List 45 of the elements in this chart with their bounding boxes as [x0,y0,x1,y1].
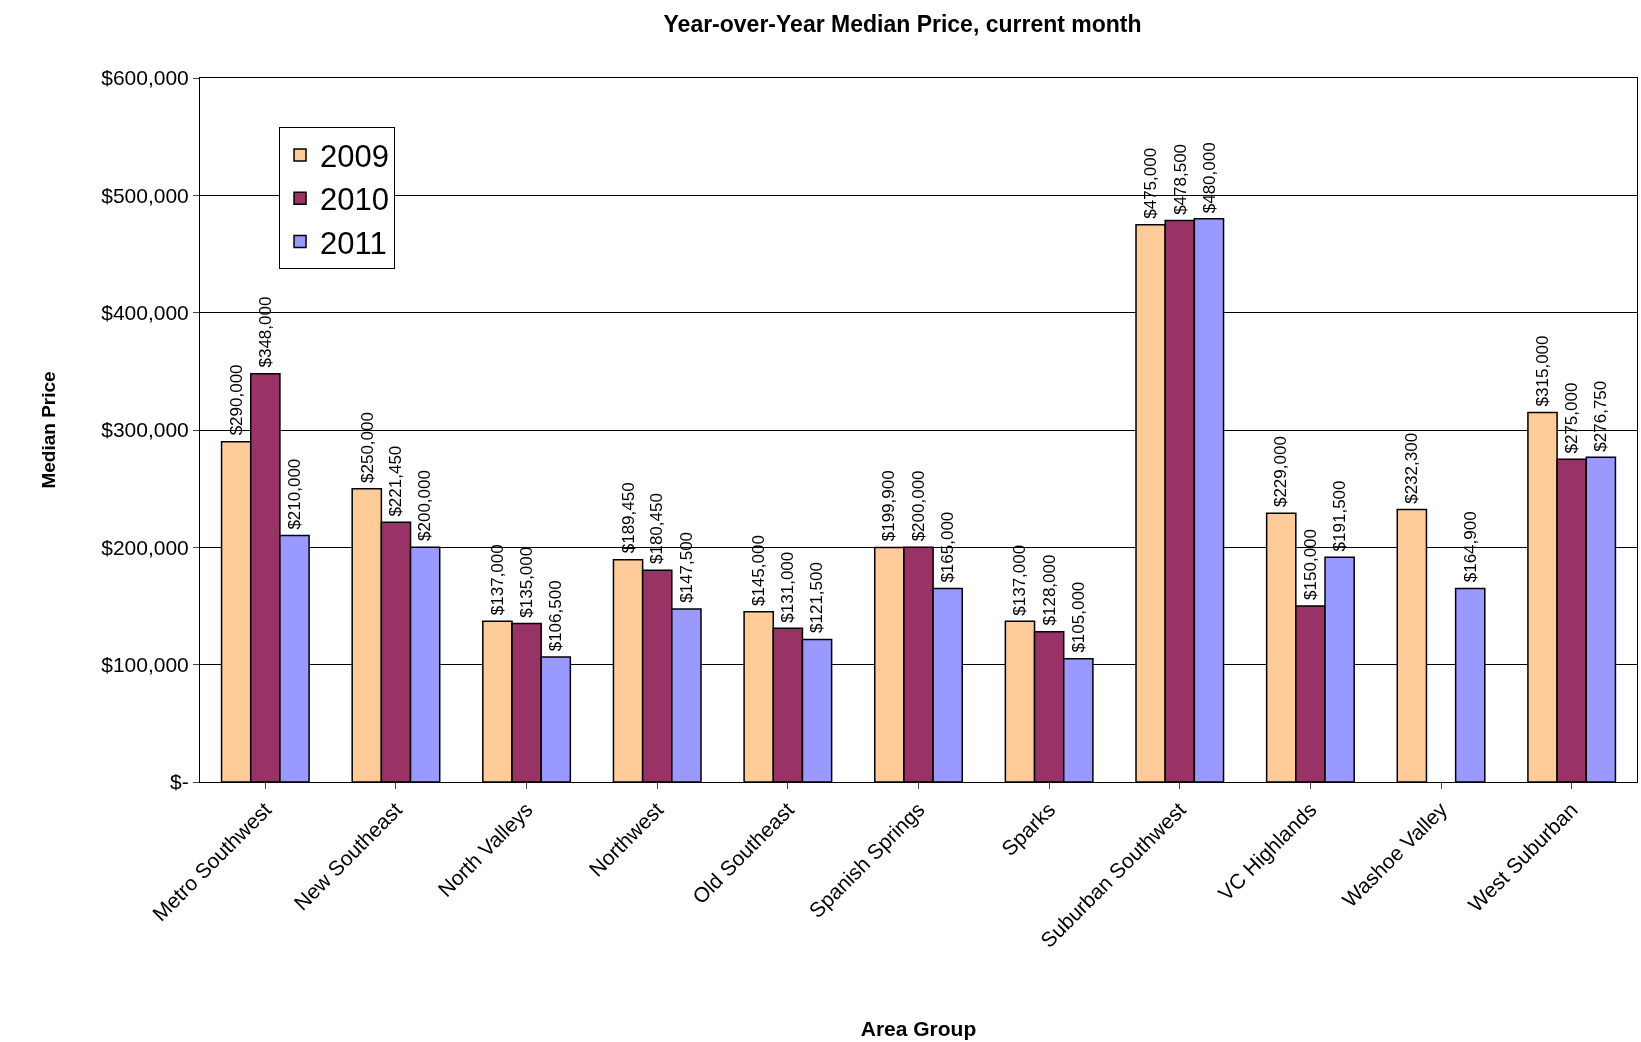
data-label: $276,750 [1591,380,1611,452]
data-label: $475,000 [1141,147,1161,219]
data-label: $348,000 [256,296,276,368]
legend-label: 2009 [320,139,389,175]
y-tick-label: $300,000 [101,418,189,442]
data-label: $105,000 [1069,581,1089,653]
data-label: $128,000 [1039,554,1059,626]
y-tick-label: $600,000 [101,66,189,90]
data-label: $191,500 [1329,480,1349,552]
chart-title: Year-over-Year Median Price, current month [663,10,1142,37]
legend-label: 2011 [320,225,387,261]
data-label: $135,000 [517,546,537,618]
data-label: $145,000 [749,535,769,607]
data-label: $199,900 [879,470,899,542]
data-label: $200,000 [415,470,435,541]
data-label: $189,450 [618,482,638,554]
y-tick-label: $200,000 [101,535,189,559]
y-tick-label: $- [170,770,189,794]
x-axis-title: Area Group [860,1017,977,1041]
y-tick-label: $500,000 [101,183,189,207]
data-label: $121,500 [807,562,827,633]
data-label: $147,500 [676,531,696,603]
data-label: $478,500 [1170,143,1190,215]
data-label: $165,000 [937,511,957,583]
y-tick-label: $400,000 [101,301,189,325]
data-label: $137,000 [1010,544,1030,616]
data-label: $150,000 [1300,529,1320,600]
data-label: $250,000 [357,412,377,483]
y-axis-title: Median Price [38,371,60,489]
data-label: $200,000 [908,470,928,542]
data-label: $290,000 [226,364,246,436]
data-label: $131,000 [778,551,798,623]
data-label: $106,500 [546,580,566,652]
data-label: $164,900 [1461,511,1481,583]
data-label: $229,000 [1271,436,1291,508]
data-label: $180,450 [647,493,667,564]
data-label: $315,000 [1532,335,1552,407]
y-tick-label: $100,000 [101,653,189,677]
data-label: $137,000 [487,544,507,616]
legend-label: 2010 [320,182,389,218]
data-label: $210,000 [285,458,305,530]
data-label: $221,450 [386,445,406,517]
data-label: $480,000 [1199,142,1219,214]
data-label: $275,000 [1561,382,1581,454]
data-label: $232,300 [1401,432,1421,504]
